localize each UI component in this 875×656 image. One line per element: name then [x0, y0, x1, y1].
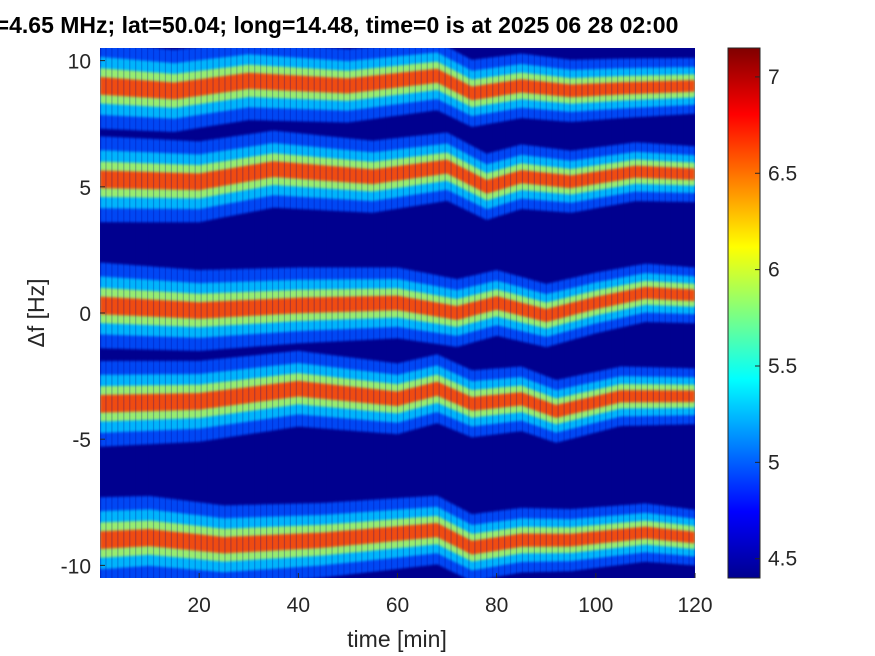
x-tick-label: 40 — [287, 594, 310, 617]
y-axis: -10 -5 0 5 10 — [61, 51, 105, 578]
band-layer — [100, 286, 695, 322]
x-tick-label: 60 — [386, 594, 409, 617]
signal-band — [100, 350, 695, 447]
y-tick-label: 10 — [68, 51, 91, 74]
colorbar-tick-label: 7 — [768, 66, 780, 89]
spectrogram-texture — [100, 48, 690, 578]
x-tick-label: 100 — [578, 594, 613, 617]
colorbar-ticks: 4.5 5 5.5 6 6.5 7 — [755, 66, 797, 571]
colorbar-tick-label: 4.5 — [768, 548, 797, 571]
colorbar-tick-label: 5.5 — [768, 355, 797, 378]
band-layer — [100, 159, 695, 194]
signal-band — [100, 262, 695, 351]
y-tick-label: 5 — [79, 177, 91, 200]
signal-band — [100, 48, 695, 132]
x-tick-label: 80 — [485, 594, 508, 617]
x-axis: 20 40 60 80 100 120 — [187, 573, 713, 617]
colorbar-tick-label: 6 — [768, 259, 780, 282]
y-tick-label: -5 — [72, 429, 91, 452]
y-axis-label: Δf [Hz] — [23, 278, 49, 347]
y-tick-label: 0 — [79, 303, 91, 326]
x-tick-label: 20 — [187, 594, 210, 617]
x-axis-label: time [min] — [347, 626, 447, 652]
colorbar — [727, 47, 761, 579]
band-layer — [100, 523, 695, 555]
colorbar-tick-label: 5 — [768, 451, 780, 474]
band-layer — [100, 68, 695, 101]
signal-band — [100, 130, 695, 223]
signal-bands — [100, 48, 695, 578]
colorbar-tick-label: 6.5 — [768, 162, 797, 185]
band-layer — [100, 380, 695, 418]
y-tick-label: -10 — [61, 555, 91, 578]
chart-title: f=4.65 MHz; lat=50.04; long=14.48, time=… — [0, 12, 679, 38]
x-tick-label: 120 — [677, 594, 712, 617]
signal-band — [100, 495, 695, 578]
